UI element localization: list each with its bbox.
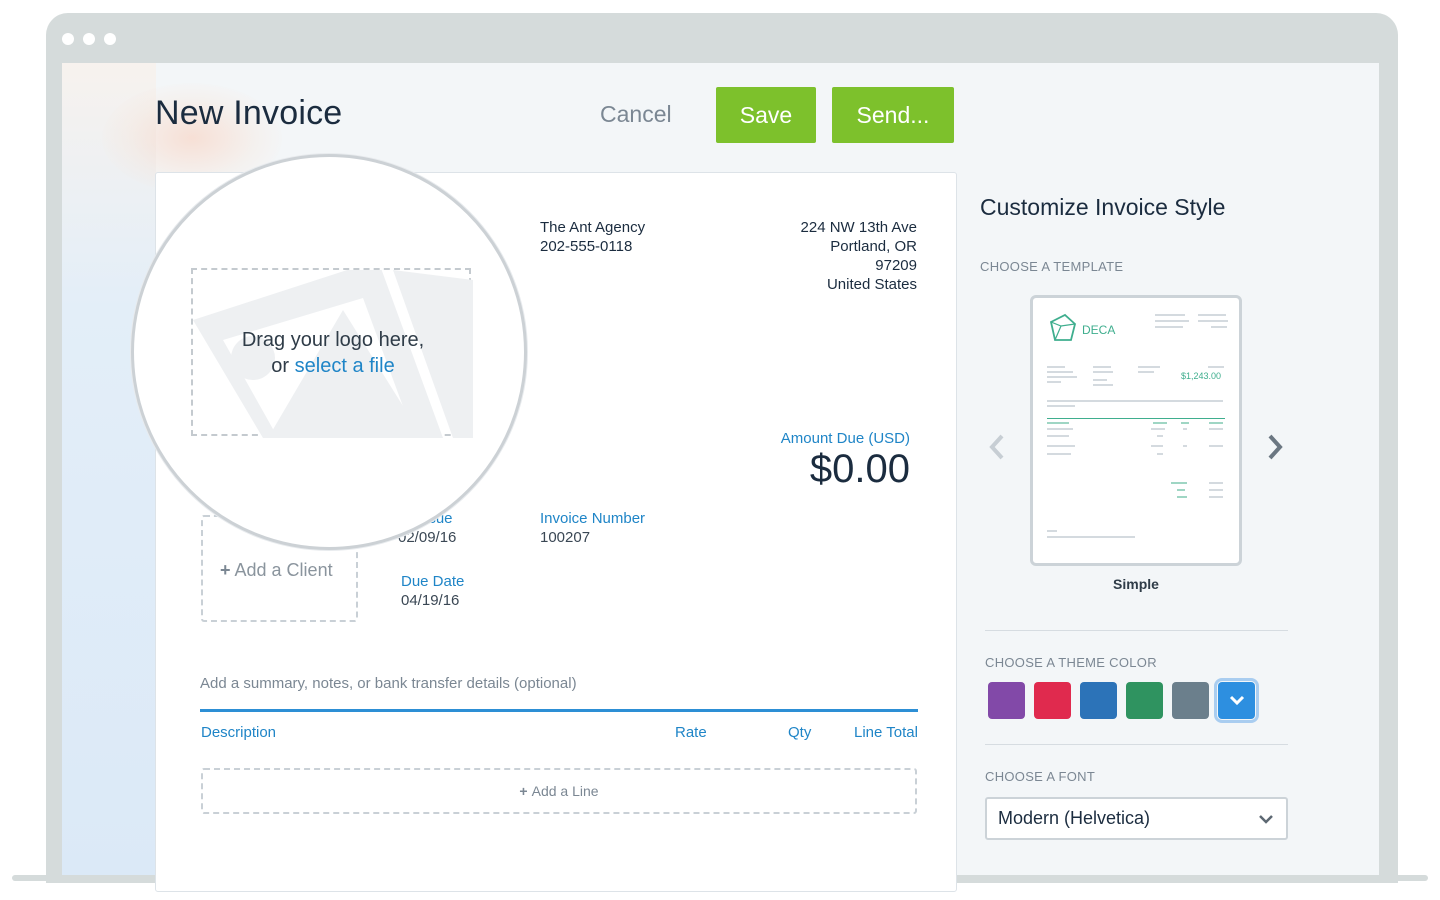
- color-swatch-gray[interactable]: [1172, 682, 1209, 719]
- logo-magnifier: Drag your logo here, or select a file: [131, 154, 527, 550]
- deca-logo-icon: [1049, 313, 1077, 341]
- image-placeholder-icon: [193, 270, 473, 438]
- col-description: Description: [201, 724, 277, 741]
- business-name: The Ant Agency: [540, 219, 646, 236]
- address-line: 224 NW 13th Ave: [800, 219, 917, 236]
- business-phone: 202-555-0118: [540, 238, 633, 255]
- address-line: Portland, OR: [830, 238, 917, 255]
- color-swatch-red[interactable]: [1034, 682, 1071, 719]
- panel-divider: [985, 744, 1288, 745]
- template-thumbnail[interactable]: DECA $1,243.00: [1030, 295, 1242, 566]
- window-dot-close[interactable]: [62, 33, 74, 45]
- save-button[interactable]: Save: [716, 87, 816, 143]
- due-date-value[interactable]: 04/19/16: [401, 592, 460, 609]
- logo-drop-prefix: or: [271, 355, 295, 377]
- color-swatch-green[interactable]: [1126, 682, 1163, 719]
- font-section-label: CHOOSE A FONT: [985, 769, 1096, 784]
- chevron-left-icon[interactable]: [985, 432, 1011, 462]
- col-line-total: Line Total: [854, 724, 918, 741]
- due-date-label: Due Date: [401, 573, 465, 590]
- logo-drop-line2: or select a file: [193, 353, 473, 379]
- add-line-button[interactable]: + Add a Line: [201, 768, 917, 814]
- logo-dropzone[interactable]: Drag your logo here, or select a file: [191, 268, 473, 438]
- chevron-down-icon: [1229, 695, 1245, 706]
- summary-input[interactable]: Add a summary, notes, or bank transfer d…: [200, 675, 577, 692]
- customize-title: Customize Invoice Style: [980, 194, 1226, 220]
- plus-icon: +: [220, 560, 231, 580]
- page-title: New Invoice: [155, 94, 343, 132]
- template-brand: DECA: [1082, 323, 1116, 337]
- left-decoration: [62, 63, 156, 875]
- font-select[interactable]: Modern (Helvetica): [985, 797, 1288, 840]
- color-swatches: [988, 678, 1259, 723]
- color-swatch-purple[interactable]: [988, 682, 1025, 719]
- address-line: 97209: [875, 257, 917, 274]
- add-client-button[interactable]: + Add a Client: [220, 560, 333, 581]
- business-info[interactable]: The Ant Agency 202-555-0118: [540, 218, 645, 256]
- business-address[interactable]: 224 NW 13th Ave Portland, OR 97209 Unite…: [700, 218, 917, 294]
- color-swatch-custom[interactable]: [1214, 678, 1259, 723]
- line-items-divider: [200, 709, 918, 712]
- template-name: Simple: [1113, 576, 1159, 592]
- send-button[interactable]: Send...: [832, 87, 954, 143]
- col-rate: Rate: [675, 724, 707, 741]
- window-dot-minimize[interactable]: [83, 33, 95, 45]
- invoice-number-value[interactable]: 100207: [540, 529, 591, 546]
- cancel-button[interactable]: Cancel: [600, 101, 672, 127]
- chevron-down-icon: [1259, 815, 1273, 824]
- amount-due-label: Amount Due (USD): [780, 430, 910, 447]
- logo-drop-line1: Drag your logo here,: [241, 329, 425, 351]
- window-dot-maximize[interactable]: [104, 33, 116, 45]
- address-line: United States: [826, 276, 917, 293]
- color-swatch-blue[interactable]: [1080, 682, 1117, 719]
- template-amount: $1,243.00: [1181, 371, 1222, 381]
- col-qty: Qty: [788, 724, 812, 741]
- chevron-right-icon[interactable]: [1262, 432, 1288, 462]
- add-line-label: Add a Line: [531, 783, 599, 799]
- logo-drop-text: Drag your logo here, or select a file: [193, 327, 473, 379]
- panel-divider: [985, 630, 1288, 631]
- color-section-label: CHOOSE A THEME COLOR: [985, 655, 1157, 670]
- select-file-link[interactable]: select a file: [294, 355, 395, 377]
- window-controls: [62, 33, 116, 45]
- plus-icon: +: [519, 783, 528, 799]
- font-select-value: Modern (Helvetica): [998, 808, 1151, 828]
- add-client-label: Add a Client: [234, 560, 333, 580]
- template-section-label: CHOOSE A TEMPLATE: [980, 259, 1124, 274]
- invoice-number-label: Invoice Number: [540, 510, 646, 527]
- amount-due-value: $0.00: [809, 447, 910, 491]
- date-of-issue-value[interactable]: 02/09/16: [398, 529, 457, 546]
